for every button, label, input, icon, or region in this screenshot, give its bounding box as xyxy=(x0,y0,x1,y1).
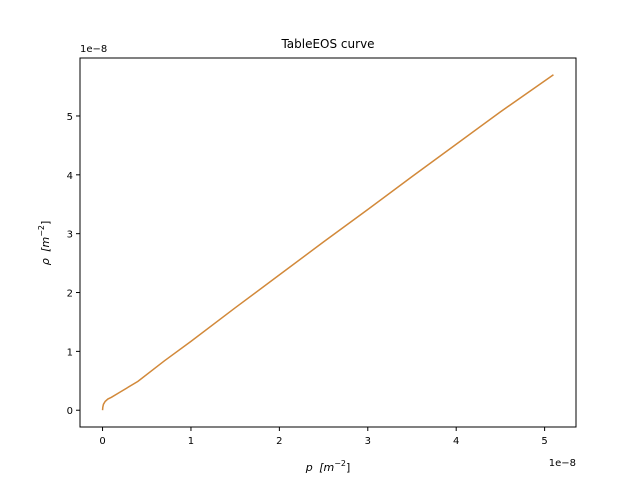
x-axis-label-unit: [m xyxy=(319,461,334,474)
y-axis-label-close: ] xyxy=(39,221,52,225)
y-tick-label: 3 xyxy=(67,230,73,241)
y-tick-label: 4 xyxy=(67,171,73,182)
y-axis-label-symbol: ρ xyxy=(39,258,52,265)
x-axis-label: p [m−2] xyxy=(305,459,351,474)
x-tick-label: 3 xyxy=(365,436,371,447)
chart-title: TableEOS curve xyxy=(280,37,374,51)
x-axis: 0 1 2 3 4 5 xyxy=(99,427,548,447)
x-tick-label: 5 xyxy=(541,436,547,447)
y-tick-label: 1 xyxy=(67,347,73,358)
y-axis-label-unit: [m xyxy=(39,237,52,252)
x-axis-label-exponent: −2 xyxy=(334,459,346,468)
x-tick-label: 1 xyxy=(188,436,194,447)
y-axis-label: ρ [m−2] xyxy=(37,221,52,266)
y-tick-label: 5 xyxy=(67,112,73,123)
x-tick-label: 2 xyxy=(276,436,282,447)
x-offset-text: 1e−8 xyxy=(549,458,576,469)
y-tick-label: 2 xyxy=(67,289,73,300)
x-axis-label-close: ] xyxy=(346,461,350,474)
series-line-0 xyxy=(101,74,554,411)
y-axis: 0 1 2 3 4 5 xyxy=(67,112,80,417)
plot-area xyxy=(101,74,554,411)
x-tick-label: 4 xyxy=(453,436,459,447)
x-axis-label-symbol: p xyxy=(305,461,313,474)
y-offset-text: 1e−8 xyxy=(80,44,107,55)
x-tick-label: 0 xyxy=(99,436,105,447)
y-axis-label-exponent: −2 xyxy=(37,225,46,237)
axes-frame xyxy=(79,57,577,428)
y-tick-label: 0 xyxy=(67,406,73,417)
